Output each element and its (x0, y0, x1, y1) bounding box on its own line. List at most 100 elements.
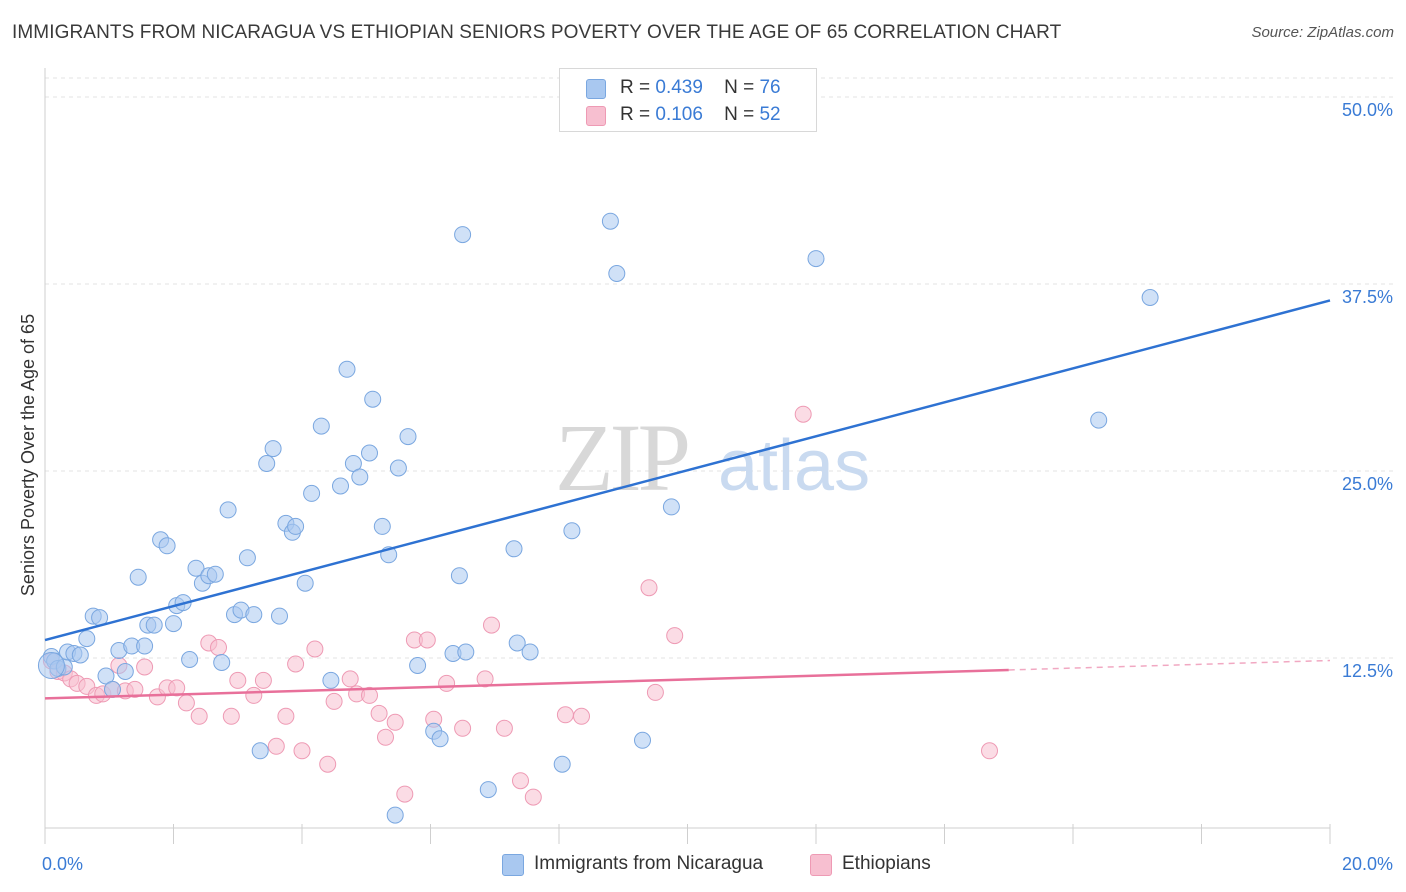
point-ethiopians (287, 655, 305, 673)
point-ethiopians (168, 679, 186, 697)
point-nicaragua (78, 630, 96, 648)
legend-r-label: R = (620, 104, 651, 125)
point-ethiopians (438, 674, 456, 692)
point-nicaragua (608, 265, 626, 282)
point-nicaragua (1090, 411, 1108, 429)
watermark-zip: ZIP (555, 404, 688, 511)
chart-title: IMMIGRANTS FROM NICARAGUA VS ETHIOPIAN S… (12, 22, 1062, 43)
tick-labels: 12.5% 25.0% 37.5% 50.0% 0.0% 20.0% (42, 100, 1393, 874)
point-nicaragua (71, 646, 89, 664)
x-tick-label: 20.0% (1342, 854, 1393, 874)
point-ethiopians (293, 742, 311, 760)
point-ethiopians (319, 755, 337, 773)
x-tick-label: 0.0% (42, 854, 83, 874)
legend-r-value: 0.439 (655, 77, 703, 98)
legend-n-value: 52 (759, 104, 781, 125)
point-nicaragua (364, 390, 382, 408)
point-ethiopians (277, 707, 295, 725)
point-nicaragua (389, 459, 407, 477)
point-nicaragua (37, 651, 65, 679)
point-ethiopians (981, 742, 998, 760)
point-nicaragua (454, 226, 472, 244)
point-nicaragua (181, 651, 199, 668)
legend-swatch-pink (586, 106, 606, 126)
legend-n-value: 76 (759, 77, 781, 98)
bottom-legend-swatch-pink (810, 854, 832, 876)
watermark-atlas: atlas (718, 426, 870, 506)
y-tick-label: 25.0% (1342, 474, 1393, 494)
y-tick-label: 12.5% (1342, 661, 1393, 681)
point-nicaragua (662, 498, 680, 516)
point-nicaragua (338, 360, 356, 378)
point-ethiopians (418, 631, 436, 649)
point-ethiopians (210, 639, 227, 656)
trend-line-nicaragua (44, 299, 1331, 642)
point-nicaragua (187, 559, 205, 577)
bottom-legend-label: Immigrants from Nicaragua (534, 853, 764, 874)
point-ethiopians (126, 680, 144, 698)
point-nicaragua (457, 643, 475, 661)
axes (44, 68, 1331, 844)
point-ethiopians (386, 713, 404, 731)
point-nicaragua (303, 484, 321, 502)
point-ethiopians (361, 686, 378, 704)
y-tick-label: 50.0% (1342, 100, 1393, 120)
point-nicaragua (634, 731, 651, 749)
point-nicaragua (807, 250, 825, 268)
point-nicaragua (450, 567, 468, 585)
point-ethiopians (454, 719, 472, 737)
point-nicaragua (399, 428, 417, 446)
point-ethiopians (556, 706, 574, 724)
point-ethiopians (245, 686, 263, 704)
point-nicaragua (521, 643, 539, 661)
point-ethiopians (794, 405, 812, 423)
point-nicaragua (238, 549, 256, 567)
point-nicaragua (129, 568, 147, 586)
trend-extension-ethiopians (1008, 659, 1331, 671)
point-nicaragua (213, 654, 231, 671)
point-ethiopians (341, 670, 359, 688)
source-label: Source: ZipAtlas.com (1251, 24, 1394, 41)
point-ethiopians (524, 788, 542, 806)
point-nicaragua (145, 616, 163, 634)
point-ethiopians (640, 579, 658, 597)
point-ethiopians (190, 707, 208, 725)
point-nicaragua (361, 444, 378, 462)
point-nicaragua (386, 806, 404, 824)
grid-lines (45, 77, 1395, 659)
point-ethiopians (222, 707, 240, 725)
legend-r-value: 0.106 (655, 104, 703, 125)
point-ethiopians (177, 694, 195, 712)
point-nicaragua (409, 657, 427, 674)
point-ethiopians (229, 671, 247, 689)
point-ethiopians (512, 772, 529, 790)
correlation-legend: R = 0.439 N = 76 R = 0.106 N = 52 (559, 68, 817, 132)
point-nicaragua (332, 477, 349, 495)
point-nicaragua (264, 440, 282, 458)
point-nicaragua (258, 455, 276, 472)
point-nicaragua (206, 565, 224, 583)
point-ethiopians (396, 785, 414, 803)
point-ethiopians (476, 670, 494, 688)
point-nicaragua (271, 607, 288, 625)
point-nicaragua (136, 637, 154, 655)
point-ethiopians (254, 671, 272, 689)
point-nicaragua (351, 468, 369, 486)
legend-swatch-blue (586, 79, 606, 99)
point-nicaragua (601, 212, 619, 230)
point-nicaragua (312, 417, 330, 435)
point-nicaragua (245, 606, 263, 624)
y-tick-label: 37.5% (1342, 287, 1393, 307)
trend-lines (44, 299, 1331, 700)
point-nicaragua (251, 742, 269, 760)
point-ethiopians (267, 737, 285, 755)
point-ethiopians (495, 719, 513, 737)
bottom-legend-swatch-blue (502, 854, 524, 876)
point-nicaragua (508, 634, 526, 652)
legend-r-label: R = (620, 77, 651, 98)
point-nicaragua (219, 501, 237, 519)
point-ethiopians (325, 692, 343, 710)
data-points (37, 212, 1159, 824)
point-ethiopians (377, 728, 394, 746)
